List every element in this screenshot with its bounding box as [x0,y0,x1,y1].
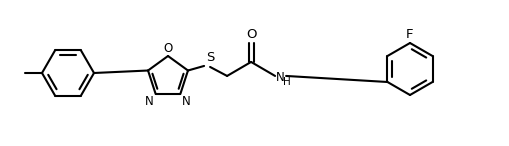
Text: N: N [275,71,285,84]
Text: O: O [163,42,172,55]
Text: F: F [406,28,413,41]
Text: S: S [206,51,214,64]
Text: O: O [245,28,256,41]
Text: N: N [145,95,153,108]
Text: H: H [282,77,290,87]
Text: N: N [182,95,191,108]
